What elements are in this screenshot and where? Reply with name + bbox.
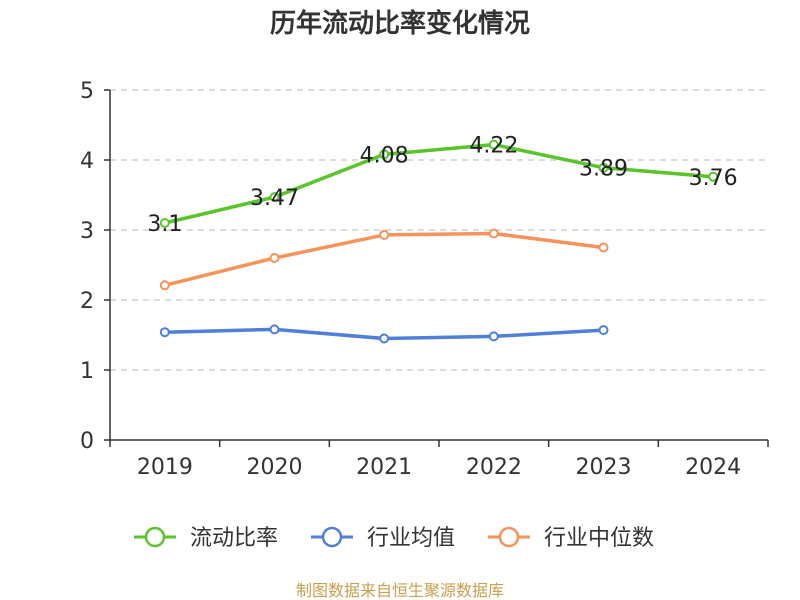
source-note: 制图数据来自恒生聚源数据库 <box>296 581 504 600</box>
data-label: 3.47 <box>250 186 299 211</box>
data-point <box>269 253 280 263</box>
chart-title: 历年流动比率变化情况 <box>270 8 530 39</box>
series-line <box>163 142 715 225</box>
grid-lines <box>110 89 768 371</box>
data-point <box>379 229 390 240</box>
data-point <box>488 228 499 239</box>
legend-label: 行业中位数 <box>544 526 654 551</box>
y-tick-label: 1 <box>80 359 94 384</box>
data-point <box>598 162 609 173</box>
x-tick-label: 2024 <box>685 455 741 480</box>
data-label: 3.1 <box>147 212 182 237</box>
x-tick-label: 2021 <box>356 455 412 480</box>
data-point <box>269 324 280 335</box>
data-label: 3.76 <box>689 166 738 191</box>
legend-marker <box>498 526 520 548</box>
data-label: 3.89 <box>579 157 628 182</box>
y-tick-label: 5 <box>80 79 94 104</box>
legend-marker <box>144 526 166 548</box>
y-tick-label: 0 <box>80 429 94 454</box>
x-tick-label: 2019 <box>137 455 193 480</box>
series-group <box>159 139 719 344</box>
data-point <box>159 218 170 228</box>
x-tick-label: 2022 <box>466 455 522 480</box>
x-tick-label: 2023 <box>576 455 632 480</box>
data-point <box>488 139 499 150</box>
x-tick-label: 2020 <box>247 455 303 480</box>
data-point <box>379 149 390 160</box>
data-point <box>598 242 609 253</box>
data-point <box>379 333 390 344</box>
legend-label: 行业均值 <box>367 526 455 551</box>
axes: 0 1 2 3 4 5 2019 2020 2021 2022 2023 2024 <box>80 79 769 480</box>
data-labels: 3.1 3.47 4.08 4.22 3.89 3.76 <box>147 134 737 237</box>
y-tick-label: 4 <box>80 149 94 174</box>
data-point <box>269 192 280 203</box>
legend: 流动比率 行业均值 行业中位数 <box>134 526 654 551</box>
legend-label: 流动比率 <box>190 526 278 551</box>
legend-marker <box>321 526 343 548</box>
data-point <box>159 280 170 291</box>
data-point <box>598 325 609 336</box>
data-point <box>488 331 499 342</box>
series-line <box>163 231 606 288</box>
y-tick-label: 3 <box>80 219 94 244</box>
data-point <box>708 171 719 182</box>
data-label: 4.22 <box>469 134 518 159</box>
y-tick-label: 2 <box>80 289 94 314</box>
data-label: 4.08 <box>360 143 409 168</box>
data-point <box>159 327 170 338</box>
